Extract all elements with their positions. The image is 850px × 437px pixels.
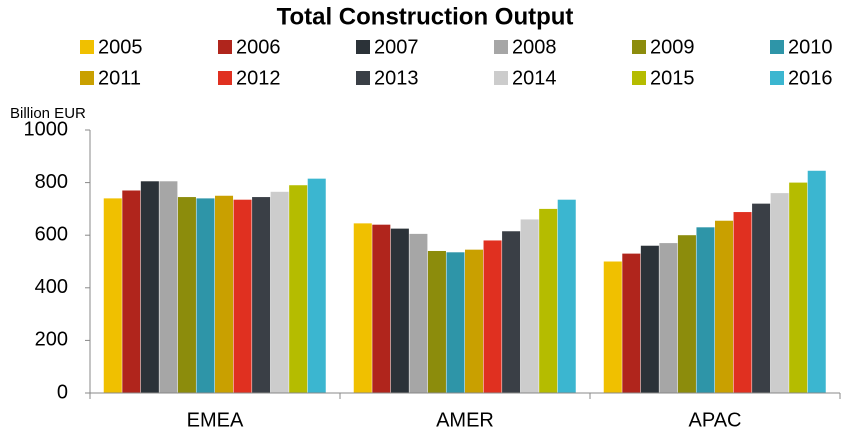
bar — [465, 249, 484, 393]
bar — [122, 190, 141, 393]
legend-label: 2013 — [374, 67, 419, 89]
bar — [539, 208, 558, 393]
bar — [715, 220, 734, 393]
bar — [409, 233, 428, 393]
y-axis-label: Billion EUR — [10, 105, 86, 122]
x-tick-label: EMEA — [187, 409, 244, 431]
y-tick-label: 400 — [35, 276, 68, 298]
legend-swatch — [770, 40, 784, 54]
legend-label: 2011 — [98, 67, 141, 89]
bar — [622, 253, 641, 393]
legend-label: 2014 — [512, 67, 557, 89]
legend-swatch — [632, 40, 646, 54]
bar — [789, 182, 808, 393]
bar — [770, 193, 789, 393]
bar — [215, 195, 234, 393]
bar — [427, 250, 446, 393]
bar — [733, 212, 752, 393]
bar — [446, 252, 465, 393]
legend-label: 2010 — [788, 36, 833, 58]
bar — [103, 198, 122, 393]
bar — [177, 197, 196, 393]
legend-label: 2016 — [788, 67, 833, 89]
bar — [353, 223, 372, 393]
y-tick-label: 800 — [35, 171, 68, 193]
legend-label: 2009 — [650, 36, 695, 58]
legend-label: 2012 — [236, 67, 281, 89]
bar — [483, 240, 502, 393]
bar — [752, 203, 771, 393]
bar — [807, 170, 826, 393]
bar — [390, 228, 409, 393]
legend-label: 2007 — [374, 36, 419, 58]
legend-swatch — [494, 71, 508, 85]
legend-swatch — [80, 71, 94, 85]
legend-swatch — [80, 40, 94, 54]
legend-swatch — [356, 71, 370, 85]
bar — [233, 199, 252, 393]
bar — [307, 178, 326, 393]
legend-swatch — [770, 71, 784, 85]
legend-label: 2008 — [512, 36, 557, 58]
chart-title: Total Construction Output — [277, 3, 574, 30]
bar — [252, 197, 271, 393]
bar — [289, 185, 308, 393]
legend-swatch — [218, 40, 232, 54]
bar — [696, 227, 715, 393]
legend-label: 2006 — [236, 36, 281, 58]
x-tick-label: AMER — [436, 409, 494, 431]
bar — [196, 198, 215, 393]
y-tick-label: 600 — [35, 223, 68, 245]
legend-swatch — [632, 71, 646, 85]
y-tick-label: 0 — [57, 381, 68, 403]
bar — [640, 245, 659, 393]
legend-swatch — [218, 71, 232, 85]
y-tick-label: 1000 — [24, 118, 69, 140]
bar — [659, 243, 678, 393]
bar — [603, 261, 622, 393]
x-tick-label: APAC — [689, 409, 742, 431]
y-tick-label: 200 — [35, 329, 68, 351]
legend-swatch — [356, 40, 370, 54]
legend-label: 2015 — [650, 67, 695, 89]
bar — [502, 231, 521, 393]
bar — [372, 224, 391, 393]
bar — [159, 181, 178, 393]
bar — [270, 191, 289, 393]
legend-label: 2005 — [98, 36, 143, 58]
bar — [557, 199, 576, 393]
bar — [140, 181, 159, 393]
bar — [520, 219, 539, 393]
bar — [677, 235, 696, 393]
legend-swatch — [494, 40, 508, 54]
